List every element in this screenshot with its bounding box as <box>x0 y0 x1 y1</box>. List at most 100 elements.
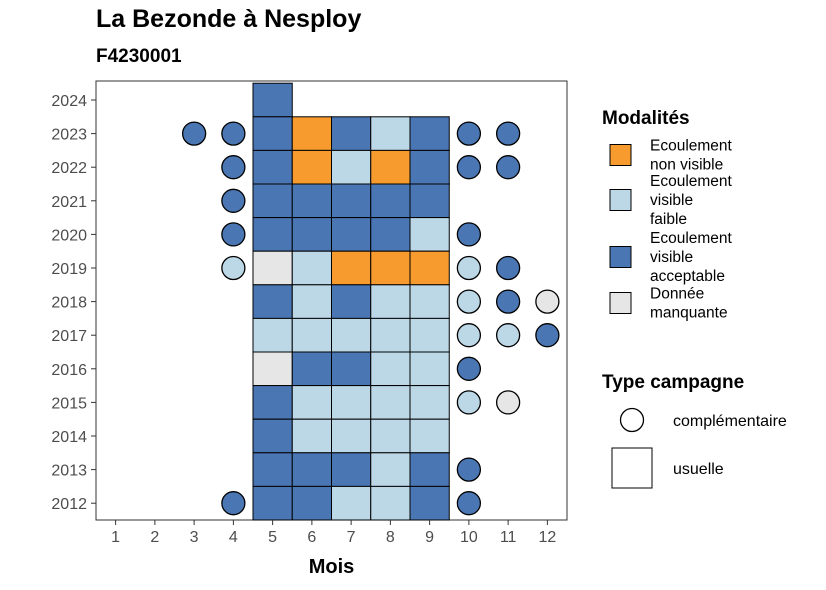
tile-2014-8 <box>370 418 411 454</box>
tile-2016-5 <box>252 351 293 387</box>
tile-2019-8 <box>370 250 411 286</box>
tile-2019-6 <box>291 250 332 286</box>
tile-2014-5 <box>252 418 293 454</box>
tile-2016-7 <box>331 351 372 387</box>
y-tick-label-2016: 2016 <box>51 362 87 379</box>
tile-2013-8 <box>370 452 411 487</box>
tile-2022-5 <box>252 149 293 185</box>
tile-2012-5 <box>252 485 293 521</box>
tile-2018-8 <box>370 284 411 319</box>
legend-label-non_visible-1: non visible <box>650 157 723 174</box>
tile-2022-8 <box>370 149 411 185</box>
tile-2015-9 <box>409 385 450 420</box>
point-2020-4 <box>221 222 246 247</box>
point-2018-10 <box>456 289 482 314</box>
legend-label-acceptable-0: Ecoulement <box>650 230 733 247</box>
legend-label-manquante-0: Donnée <box>650 286 704 303</box>
tile-2012-6 <box>291 485 332 521</box>
tile-2022-9 <box>409 149 450 185</box>
tile-2016-6 <box>291 351 332 387</box>
tile-2013-7 <box>331 452 372 487</box>
x-axis-title: Mois <box>309 556 355 578</box>
tile-2015-7 <box>331 385 372 420</box>
tile-2017-5 <box>252 317 293 353</box>
tile-2021-6 <box>291 183 332 219</box>
legend-modalites-title: Modalités <box>602 108 690 129</box>
legend-key-manquante <box>609 292 632 314</box>
tile-2022-7 <box>331 149 372 185</box>
point-2023-3 <box>181 121 207 146</box>
legend-key-faible <box>609 189 632 211</box>
x-tick-label-8: 8 <box>386 529 395 546</box>
tile-2018-9 <box>409 284 450 319</box>
legend-label-faible-1: visible <box>650 192 693 209</box>
point-2023-10 <box>456 121 482 146</box>
y-tick-label-2020: 2020 <box>51 227 87 244</box>
tile-2022-6 <box>291 149 332 185</box>
tile-2017-6 <box>291 317 332 353</box>
tiles-layer <box>252 82 450 521</box>
point-2023-11 <box>495 121 521 146</box>
legend-key-acceptable <box>609 246 632 268</box>
y-tick-label-2013: 2013 <box>51 463 87 480</box>
point-2015-10 <box>456 390 482 415</box>
tile-2020-6 <box>291 217 332 252</box>
tile-2020-7 <box>331 217 372 252</box>
tile-2023-6 <box>291 116 332 151</box>
point-2012-4 <box>221 491 246 516</box>
y-tick-label-2012: 2012 <box>51 496 87 513</box>
point-2018-11 <box>495 289 521 314</box>
tile-2013-6 <box>291 452 332 487</box>
point-2019-4 <box>221 255 246 281</box>
tile-2013-5 <box>252 452 293 487</box>
y-tick-label-2018: 2018 <box>51 295 87 312</box>
tile-2019-7 <box>331 250 372 286</box>
point-2017-11 <box>495 323 521 348</box>
tile-2018-7 <box>331 284 372 319</box>
point-2012-10 <box>456 491 482 516</box>
point-2015-11 <box>495 390 521 415</box>
point-2022-10 <box>456 155 482 180</box>
x-tick-label-6: 6 <box>307 529 316 546</box>
tile-2023-9 <box>409 116 450 151</box>
tile-2012-9 <box>409 485 450 521</box>
point-2022-11 <box>495 155 521 180</box>
tile-2014-7 <box>331 418 372 454</box>
y-tick-label-2017: 2017 <box>51 328 87 345</box>
legend-key-usuelle <box>611 447 653 489</box>
y-tick-label-2024: 2024 <box>51 93 87 110</box>
tile-2021-7 <box>331 183 372 219</box>
point-2016-10 <box>456 356 482 381</box>
tile-2023-7 <box>331 116 372 151</box>
point-2017-10 <box>456 323 482 348</box>
tile-2024-5 <box>252 82 293 118</box>
x-tick-label-2: 2 <box>150 529 159 546</box>
legend-label-manquante-1: manquante <box>650 305 728 322</box>
x-tick-label-1: 1 <box>111 529 120 546</box>
tile-2014-9 <box>409 418 450 454</box>
point-2021-4 <box>221 188 246 213</box>
tile-2021-9 <box>409 183 450 219</box>
tile-2023-8 <box>370 116 411 151</box>
x-tick-label-11: 11 <box>500 529 517 546</box>
tile-2020-5 <box>252 217 293 252</box>
y-tick-label-2023: 2023 <box>51 127 87 144</box>
tile-2017-8 <box>370 317 411 353</box>
legend-label-faible-2: faible <box>650 211 687 228</box>
tile-2017-7 <box>331 317 372 353</box>
legend-key-non_visible <box>609 144 632 166</box>
point-2023-4 <box>221 121 246 146</box>
tile-2016-9 <box>409 351 450 387</box>
point-2018-12 <box>535 289 560 314</box>
tile-2016-8 <box>370 351 411 387</box>
tile-2021-8 <box>370 183 411 219</box>
y-tick-label-2022: 2022 <box>51 160 87 177</box>
tile-2013-9 <box>409 452 450 487</box>
tile-2020-8 <box>370 217 411 252</box>
x-tick-label-4: 4 <box>229 529 238 546</box>
tile-2021-5 <box>252 183 293 219</box>
legend-label-acceptable-2: acceptable <box>650 268 725 285</box>
x-tick-label-9: 9 <box>425 529 434 546</box>
point-2020-10 <box>456 222 482 247</box>
